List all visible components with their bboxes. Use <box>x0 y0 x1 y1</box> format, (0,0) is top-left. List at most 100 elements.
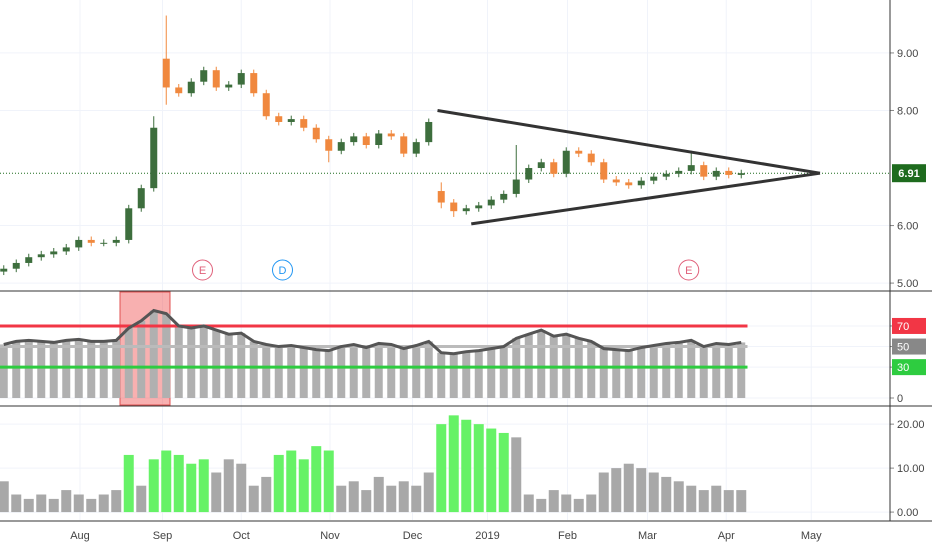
indicator-bar <box>212 330 221 399</box>
volume-bar <box>198 459 209 513</box>
candle-body <box>187 81 195 94</box>
indicator-bar <box>737 342 746 399</box>
indicator-line <box>3 308 742 356</box>
candle-body <box>137 188 145 209</box>
volume-bar <box>523 494 534 513</box>
event-label: E <box>685 265 692 277</box>
y-tick-label: 50 <box>897 341 909 353</box>
candle-body <box>725 170 733 175</box>
y-tick-label: 9.00 <box>897 48 918 60</box>
candle-body <box>287 119 295 122</box>
indicator-bar <box>712 343 721 399</box>
indicator-bar <box>287 345 296 399</box>
indicator-bar <box>12 341 21 399</box>
y-tick-box <box>892 359 926 376</box>
x-tick-label: Aug <box>70 530 90 542</box>
volume-bar <box>573 498 584 513</box>
volume-bar <box>436 424 447 513</box>
indicator-bar <box>662 343 671 399</box>
volume-bar <box>261 476 272 513</box>
indicator-bar <box>362 347 371 399</box>
indicator-bar <box>462 351 471 399</box>
indicator-bar <box>337 346 346 399</box>
volume-bar <box>486 428 497 513</box>
candle-body <box>550 162 558 174</box>
indicator-bar <box>537 330 546 399</box>
candle-body <box>562 150 570 174</box>
volume-bar <box>698 490 709 513</box>
indicator-bar <box>349 344 358 399</box>
candle-body <box>525 168 533 180</box>
volume-bar <box>411 485 422 513</box>
y-tick-label: 5.00 <box>897 278 918 290</box>
candle-body <box>162 58 170 88</box>
x-tick-label: 2019 <box>475 530 499 542</box>
volume-bar <box>536 498 547 513</box>
x-tick-label: Mar <box>638 530 657 542</box>
volume-bar <box>323 450 334 513</box>
candle-body <box>450 202 458 212</box>
candle-body <box>737 173 745 175</box>
volume-bar <box>111 490 122 513</box>
candle-body <box>175 87 183 94</box>
indicator-bar <box>49 342 58 399</box>
candle-body <box>325 139 333 151</box>
candle-body <box>0 268 8 272</box>
volume-bar <box>661 476 672 513</box>
indicator-bar <box>274 346 283 399</box>
volume-bar <box>286 450 297 513</box>
indicator-bar <box>299 347 308 399</box>
volume-bar <box>398 481 409 513</box>
volume-bar <box>248 485 259 513</box>
volume-bar <box>561 494 572 513</box>
last-price-box <box>892 164 926 183</box>
candle-body <box>275 116 283 122</box>
indicator-bar <box>24 340 33 399</box>
volume-bar <box>48 498 59 513</box>
volume-bar <box>448 415 459 513</box>
x-tick-label: Oct <box>233 530 250 542</box>
candle-body <box>200 70 208 82</box>
trendline <box>437 108 821 175</box>
volume-bar <box>586 494 597 513</box>
indicator-bar <box>124 328 133 399</box>
candle-body <box>675 170 683 174</box>
y-tick-label: 70 <box>897 321 909 333</box>
y-tick-label: 8.00 <box>897 105 918 117</box>
candle-body <box>637 180 645 186</box>
candle-body <box>362 136 370 145</box>
volume-bar <box>623 463 634 513</box>
volume-bar <box>548 490 559 513</box>
candle-body <box>662 173 670 177</box>
event-label: E <box>199 265 206 277</box>
candle-body <box>112 239 120 243</box>
candle-body <box>262 93 270 117</box>
indicator-bar <box>674 342 683 399</box>
candle-body <box>650 176 658 181</box>
indicator-bar <box>699 346 708 399</box>
trendline <box>471 171 821 226</box>
candle-body <box>350 136 358 143</box>
x-tick-label: Dec <box>403 530 423 542</box>
candle-body <box>25 257 33 263</box>
volume-bar <box>186 463 197 513</box>
volume-bar <box>686 485 697 513</box>
volume-bar <box>61 490 72 513</box>
candle-body <box>100 242 108 244</box>
candle-body <box>587 153 595 163</box>
indicator-bar <box>137 320 146 399</box>
volume-bar <box>461 419 472 513</box>
volume-bar <box>336 485 347 513</box>
volume-bar <box>86 498 97 513</box>
candle-body <box>87 239 95 243</box>
volume-bar <box>11 494 22 513</box>
candle-body <box>400 136 408 154</box>
indicator-bar <box>162 313 171 399</box>
indicator-bar <box>74 339 83 399</box>
candle-body <box>212 70 220 88</box>
candle-body <box>312 127 320 140</box>
volume-bar <box>161 450 172 513</box>
x-tick-label: May <box>801 530 822 542</box>
x-tick-label: Apr <box>718 530 735 542</box>
y-tick-label: 30 <box>897 362 909 374</box>
